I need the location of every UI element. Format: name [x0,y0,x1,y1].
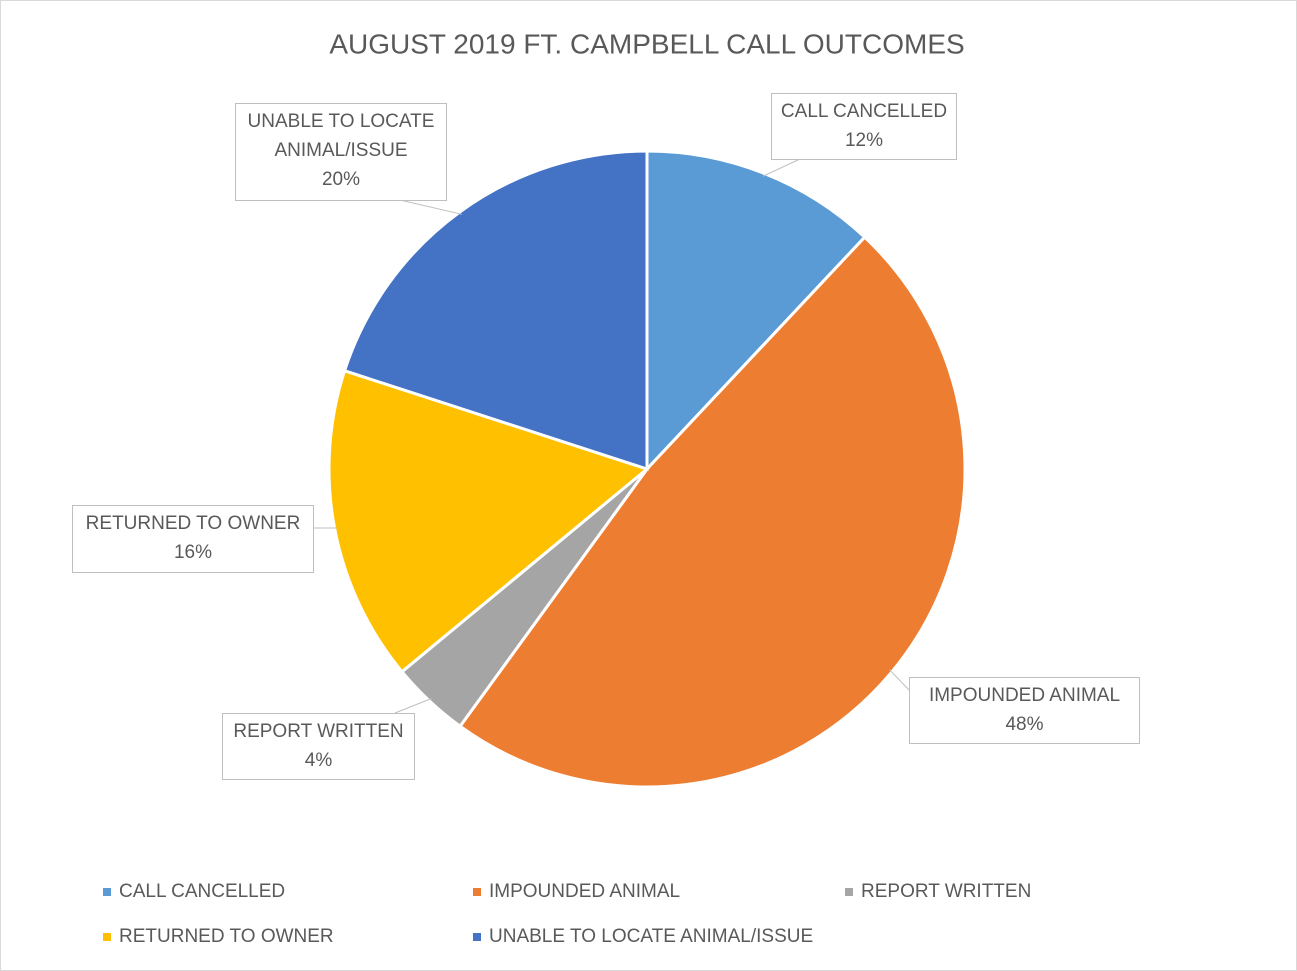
leader-line [394,698,432,714]
legend-swatch [103,933,111,941]
data-label: REPORT WRITTEN 4% [222,713,415,780]
chart-title: AUGUST 2019 FT. CAMPBELL CALL OUTCOMES [329,28,964,59]
data-label-category: CALL CANCELLED [780,101,948,122]
leader-line [762,158,801,177]
data-label: RETURNED TO OWNER 16% [72,505,314,573]
data-label-category: RETURNED TO OWNER [85,513,301,534]
data-label-value: 20% [321,169,361,190]
legend-item: CALL CANCELLED [103,880,285,904]
data-label: UNABLE TO LOCATE ANIMAL/ISSUE 20% [235,103,447,201]
pie-slice [327,368,651,674]
legend-label: REPORT WRITTEN [861,881,1032,902]
legend-swatch [473,888,481,896]
pie-slice [342,149,649,472]
pie-slice [645,149,867,473]
leader-line [889,669,910,691]
data-label-value: 12% [844,130,884,151]
legend-item: RETURNED TO OWNER [103,925,334,949]
data-label-category: REPORT WRITTEN [233,721,404,742]
legend-swatch [473,933,481,941]
legend-item: IMPOUNDED ANIMAL [473,880,680,904]
legend-swatch [103,888,111,896]
data-label-category: UNABLE TO LOCATE ANIMAL/ISSUE [247,111,435,161]
data-label-value: 4% [304,750,333,771]
legend-label: IMPOUNDED ANIMAL [489,881,681,902]
legend-swatch [845,888,853,896]
legend-label: CALL CANCELLED [119,881,286,902]
legend-label: RETURNED TO OWNER [119,926,334,947]
data-label-category: IMPOUNDED ANIMAL [928,685,1121,706]
legend-item: UNABLE TO LOCATE ANIMAL/ISSUE [473,925,813,949]
data-label-value: 16% [173,542,213,563]
legend-label: UNABLE TO LOCATE ANIMAL/ISSUE [489,926,814,947]
data-label: CALL CANCELLED 12% [771,93,957,160]
data-label: IMPOUNDED ANIMAL 48% [909,677,1140,744]
leader-line [399,199,463,215]
legend-item: REPORT WRITTEN [845,880,1031,904]
data-label-value: 48% [1005,714,1044,735]
